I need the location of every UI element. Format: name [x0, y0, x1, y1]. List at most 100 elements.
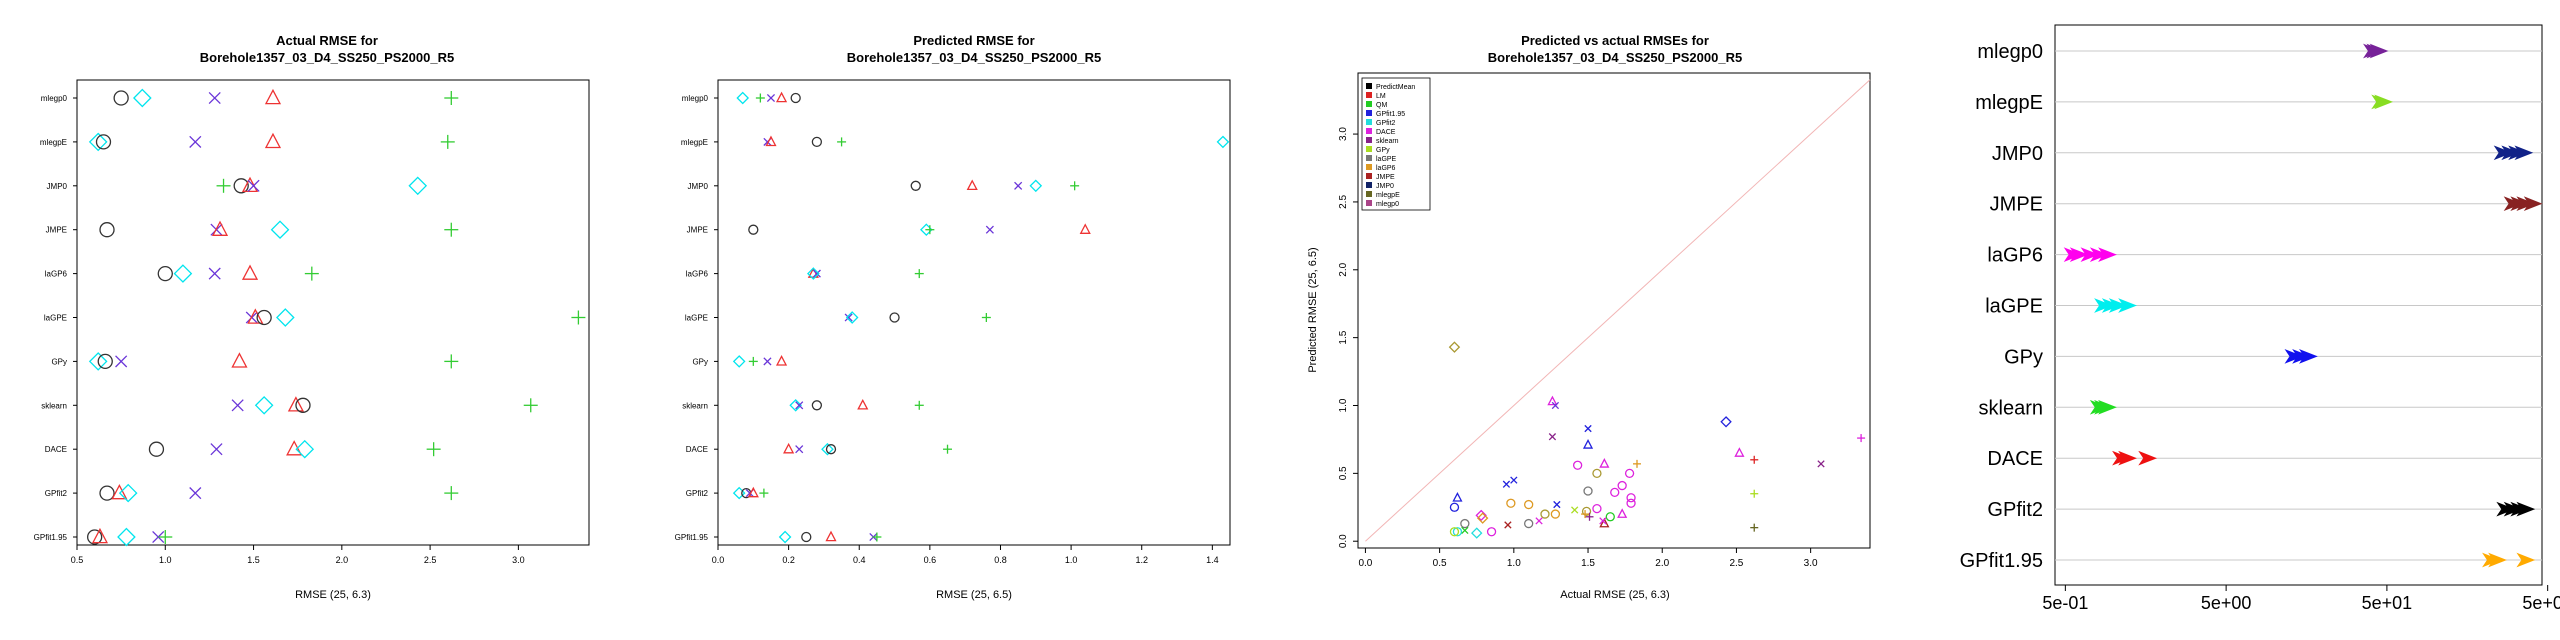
marker-circle: [1572, 460, 1583, 470]
marker-arrow: [2098, 247, 2117, 262]
legend-item-label: laGPE: [1376, 156, 1397, 163]
marker-arrow: [2369, 43, 2389, 59]
marker-diamond: [88, 132, 108, 152]
panel3-title-line2: Borehole1357_03_D4_SS250_PS2000_R5: [1488, 50, 1742, 65]
legend-item-label: JMP0: [1376, 183, 1394, 190]
legend-swatch: [1366, 146, 1372, 152]
marker-circle: [1550, 509, 1561, 519]
marker-diamond: [732, 486, 746, 500]
x-tick-label: 1.5: [1581, 558, 1595, 569]
marker-arrow: [2516, 552, 2536, 568]
marker-diamond: [133, 88, 152, 108]
panel4-x-axis: 5e-01 5e+00 5e+01 5e+02: [2042, 585, 2560, 613]
y-tick-label: 2.0: [1338, 262, 1349, 276]
marker-arrow: [2488, 552, 2507, 568]
marker-triangle: [747, 486, 759, 498]
marker-arrow: [2374, 94, 2394, 110]
marker-diamond: [118, 483, 138, 503]
x-tick-label: 0.5: [1433, 558, 1447, 569]
x-tick-label: 0.2: [782, 555, 795, 565]
marker-plus: [216, 178, 231, 193]
legend-swatch: [1366, 173, 1372, 179]
legend-item-label: LM: [1376, 93, 1386, 100]
marker-plus: [943, 444, 953, 454]
marker-x: [1548, 433, 1557, 441]
x-tick-label: 3.0: [1804, 558, 1818, 569]
marker-circle: [790, 92, 801, 104]
marker-arrow: [2523, 196, 2543, 212]
marker-x: [1571, 506, 1579, 514]
marker-diamond: [736, 91, 750, 105]
marker-plus: [1581, 510, 1590, 519]
legend-swatch: [1366, 182, 1372, 188]
row-label: GPy: [51, 357, 67, 366]
x-tick-label: 0.0: [712, 555, 725, 565]
x-tick-label: 3.0: [512, 555, 525, 565]
row-label: mlegp0: [682, 94, 709, 103]
panel1-title-line2: Borehole1357_03_D4_SS250_PS2000_R5: [200, 50, 454, 65]
marker-circle: [1524, 499, 1534, 510]
panel3-axes: 0.0 0.5 1.0 1.5 2.0 2.5 3.0 0.0 0.5 1.0 1.5 2.0 2.5 3…: [1338, 127, 1818, 569]
row-label: GPfit2: [45, 489, 68, 498]
marker-triangle: [775, 355, 788, 366]
marker-diamond: [276, 308, 295, 327]
panel-timing-log: mlegp0 mlegpE JMP0 JMPE laGP6 laGPE GPy sklearn…: [1960, 24, 2560, 613]
marker-circle: [99, 485, 115, 501]
x-tick-label: 0.8: [994, 555, 1007, 565]
row-label: mlegpE: [40, 138, 67, 147]
marker-circle: [1524, 518, 1534, 529]
panel4-markers: [2063, 43, 2543, 568]
marker-plus: [1750, 455, 1759, 464]
panel2-markers: [732, 91, 1230, 544]
marker-plus: [1585, 512, 1594, 521]
row-label: mlegpE: [681, 138, 708, 147]
x-tick-label: 1.0: [1065, 555, 1078, 565]
panel3-plot-frame: [1357, 72, 1871, 549]
marker-arrow: [2516, 501, 2536, 517]
y-tick-label: 1.5: [1338, 330, 1349, 344]
row-label: GPfit2: [1987, 499, 2043, 521]
marker-circle: [1624, 468, 1635, 479]
marker-arrow: [2138, 450, 2158, 466]
y-tick-label: 1.0: [1338, 398, 1349, 412]
marker-triangle: [231, 352, 248, 368]
marker-x: [1502, 480, 1511, 488]
marker-plus: [872, 532, 882, 542]
marker-arrow: [2118, 450, 2137, 466]
x-tick-label: 1.4: [1206, 555, 1219, 565]
marker-diamond: [1216, 135, 1230, 149]
marker-x: [247, 179, 260, 192]
marker-triangle: [765, 135, 777, 147]
marker-x: [208, 267, 221, 280]
marker-plus: [759, 488, 769, 498]
row-label: JMP0: [688, 182, 709, 191]
marker-x: [115, 355, 128, 368]
y-tick-label: 0.0: [1338, 534, 1349, 548]
legend-item-label: GPfit1.95: [1376, 111, 1405, 118]
panel2-title-line1: Predicted RMSE for: [913, 33, 1034, 48]
panel1-markers: [87, 88, 586, 547]
x-tick-label: 5e+01: [2362, 593, 2413, 613]
marker-plus: [444, 222, 459, 237]
marker-arrow: [2098, 399, 2117, 415]
marker-diamond: [117, 527, 136, 547]
marker-circle: [97, 353, 113, 370]
legend-item-label: laGP6: [1376, 165, 1396, 172]
marker-circle: [1626, 498, 1636, 508]
marker-x: [1553, 500, 1561, 509]
y-tick-label: 2.5: [1338, 195, 1349, 209]
marker-diamond: [1720, 416, 1732, 428]
row-label: GPfit1.95: [34, 533, 68, 542]
row-label: GPy: [2004, 346, 2043, 368]
row-label: DACE: [45, 445, 67, 454]
legend-swatch: [1366, 200, 1372, 206]
marker-triangle: [966, 179, 978, 191]
marker-diamond: [1448, 341, 1461, 353]
x-tick-label: 0.4: [853, 555, 866, 565]
panel2-row-labels: mlegp0 mlegpE JMP0 JMPE laGP6 laGPE GPy sklearn…: [675, 94, 718, 542]
row-label: JMPE: [46, 226, 67, 235]
marker-triangle: [1452, 491, 1463, 502]
panel1-title-line1: Actual RMSE for: [276, 33, 378, 48]
legend-item-label: GPy: [1376, 147, 1390, 154]
marker-circle: [157, 265, 173, 282]
